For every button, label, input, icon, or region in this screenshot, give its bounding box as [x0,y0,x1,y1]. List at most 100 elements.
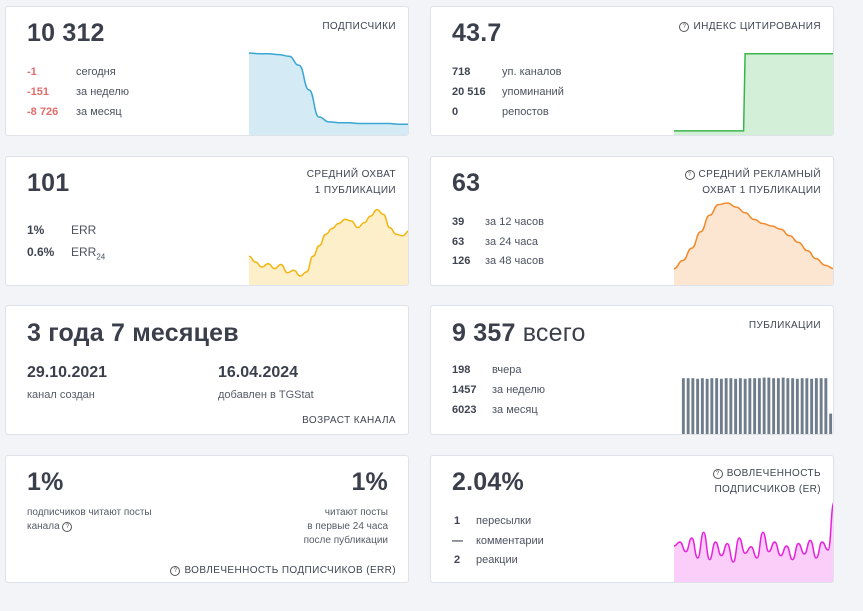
channel-age-card[interactable]: 3 года 7 месяцев 29.10.2021 канал создан… [5,305,409,435]
info-icon[interactable]: ? [684,170,695,180]
publications-bar [810,378,814,434]
err-label: ? ВОВЛЕЧЕННОСТЬ ПОДПИСЧИКОВ (ERR) [170,563,396,579]
publications-bar [772,378,776,434]
citation-channels-text: уп. каналов [502,66,562,78]
subscribers-area [249,53,408,135]
ad_reach-area [674,203,833,285]
subscribers-today-text: сегодня [76,66,116,78]
publications-bar [819,378,823,434]
subscribers-label: ПОДПИСЧИКИ [322,21,396,32]
avg-reach-sparkline [249,208,408,285]
publications-bar [705,378,709,434]
er-label-line2: ПОДПИСЧИКОВ (ER) [714,484,821,495]
info-icon[interactable]: ? [712,469,723,479]
citation-mentions-value: 20 516 [452,86,486,98]
ad-reach-48h-text: за 48 часов [485,255,544,267]
channel-age-label: ВОЗРАСТ КАНАЛА [302,415,396,426]
publications-bar [719,378,723,434]
citation-sparkline [674,53,833,135]
publications-unit: всего [522,319,586,347]
ad-reach-24h-text: за 24 часа [485,236,538,248]
avg-reach-err-value: 1% [27,223,45,237]
publications-bar [814,378,818,434]
publications-card[interactable]: 9 357 всего ПУБЛИКАЦИИ 198 вчера 1457 за… [430,305,834,435]
publications-value: 9 357 всего [452,319,586,348]
citation-mentions-text: упоминаний [502,86,564,98]
ad-reach-value: 63 [452,169,481,197]
publications-yesterday-value: 198 [452,364,471,376]
publications-bar [781,377,785,434]
er-value: 2.04% [452,468,524,496]
publications-bar [762,377,766,434]
subscribers-card[interactable]: 10 312 ПОДПИСЧИКИ -1 сегодня -151 за нед… [5,6,409,136]
publications-month-text: за месяц [492,404,538,416]
help-icon[interactable]: ? [62,522,73,532]
created-date: 29.10.2021 [27,364,108,381]
publications-bar [686,378,690,434]
ad-reach-12h-value: 39 [452,216,465,228]
publications-bar [776,378,780,434]
ad-reach-12h-text: за 12 часов [485,216,544,228]
err-left-text-line2: канала [27,521,60,532]
err-left-value: 1% [27,468,64,496]
avg-reach-err24-text: ERR24 [71,245,105,264]
subscribers-month-text: за месяц [76,106,122,118]
publications-bar [824,378,828,434]
publications-bar [767,377,771,434]
info-icon[interactable]: ? [170,566,181,576]
ad-reach-label: ? СРЕДНИЙ РЕКЛАМНЫЙ ОХВАТ 1 ПУБЛИКАЦИИ [684,167,822,199]
citation-area [674,53,833,135]
publications-bar [829,413,833,434]
subscribers-sparkline [249,52,408,135]
publications-bar [786,378,790,434]
added-date: 16.04.2024 [218,364,299,381]
subscribers-week-text: за неделю [76,86,130,98]
citation-card[interactable]: 43.7 ? ИНДЕКС ЦИТИРОВАНИЯ 718 уп. каналов… [430,6,834,136]
publications-bar [734,378,738,434]
publications-bar [691,378,695,434]
er-label: ? ВОВЛЕЧЕННОСТЬ ПОДПИСЧИКОВ (ER) [712,466,821,498]
er-comments-value: — [452,535,463,547]
publications-bar [696,378,700,434]
err-left-text: подписчиков читают посты канала ? [27,506,152,534]
err-right-text: читают посты в первые 24 часа после публ… [304,506,388,548]
citation-channels-value: 718 [452,66,471,78]
ad-reach-24h-value: 63 [452,236,465,248]
subscribers-week-value: -151 [27,86,50,98]
publications-bar [795,378,799,434]
publications-bar [757,378,761,434]
citation-reposts-text: репостов [502,106,549,118]
subscribers-month-value: -8 726 [27,106,59,118]
avg-reach-err24-label: ERR [71,245,97,259]
avg_reach-line [249,208,408,277]
err-card[interactable]: 1% подписчиков читают посты канала ? 1% … [5,455,409,583]
er-area [674,504,833,582]
er-sparkline [674,502,833,582]
info-icon[interactable]: ? [679,22,690,32]
er-reactions-value: 2 [454,554,461,566]
ad-reach-48h-value: 126 [452,255,471,267]
publications-bar-chart [681,377,833,434]
citation-value: 43.7 [452,19,502,47]
citation-reposts-value: 0 [452,106,459,118]
avg-reach-card[interactable]: 101 СРЕДНИЙ ОХВАТ 1 ПУБЛИКАЦИИ 1% ERR 0.… [5,156,409,286]
publications-month-value: 6023 [452,404,477,416]
channel-age-value: 3 года 7 месяцев [27,319,239,347]
er-card[interactable]: 2.04% ? ВОВЛЕЧЕННОСТЬ ПОДПИСЧИКОВ (ER) 1 … [430,455,834,583]
err-right-text-line3: после публикации [303,535,388,546]
ad-reach-label-line2: ОХВАТ 1 ПУБЛИКАЦИИ [702,185,821,196]
publications-label: ПУБЛИКАЦИИ [748,320,821,331]
publications-bar [791,378,795,434]
avg-reach-err-text: ERR [71,223,97,237]
avg_reach-area [249,209,408,285]
publications-bar [724,378,728,434]
publications-bar [753,378,757,434]
err-left-text-line1: подписчиков читают посты [27,507,152,518]
avg-reach-label-line2: 1 ПУБЛИКАЦИИ [314,185,396,196]
publications-bar [805,378,809,434]
ad-reach-card[interactable]: 63 ? СРЕДНИЙ РЕКЛАМНЫЙ ОХВАТ 1 ПУБЛИКАЦИИ… [430,156,834,286]
avg-reach-label-line1: СРЕДНИЙ ОХВАТ [306,169,396,180]
publications-bar [715,378,719,434]
publications-total: 9 357 [452,319,516,347]
publications-bar [681,378,685,434]
